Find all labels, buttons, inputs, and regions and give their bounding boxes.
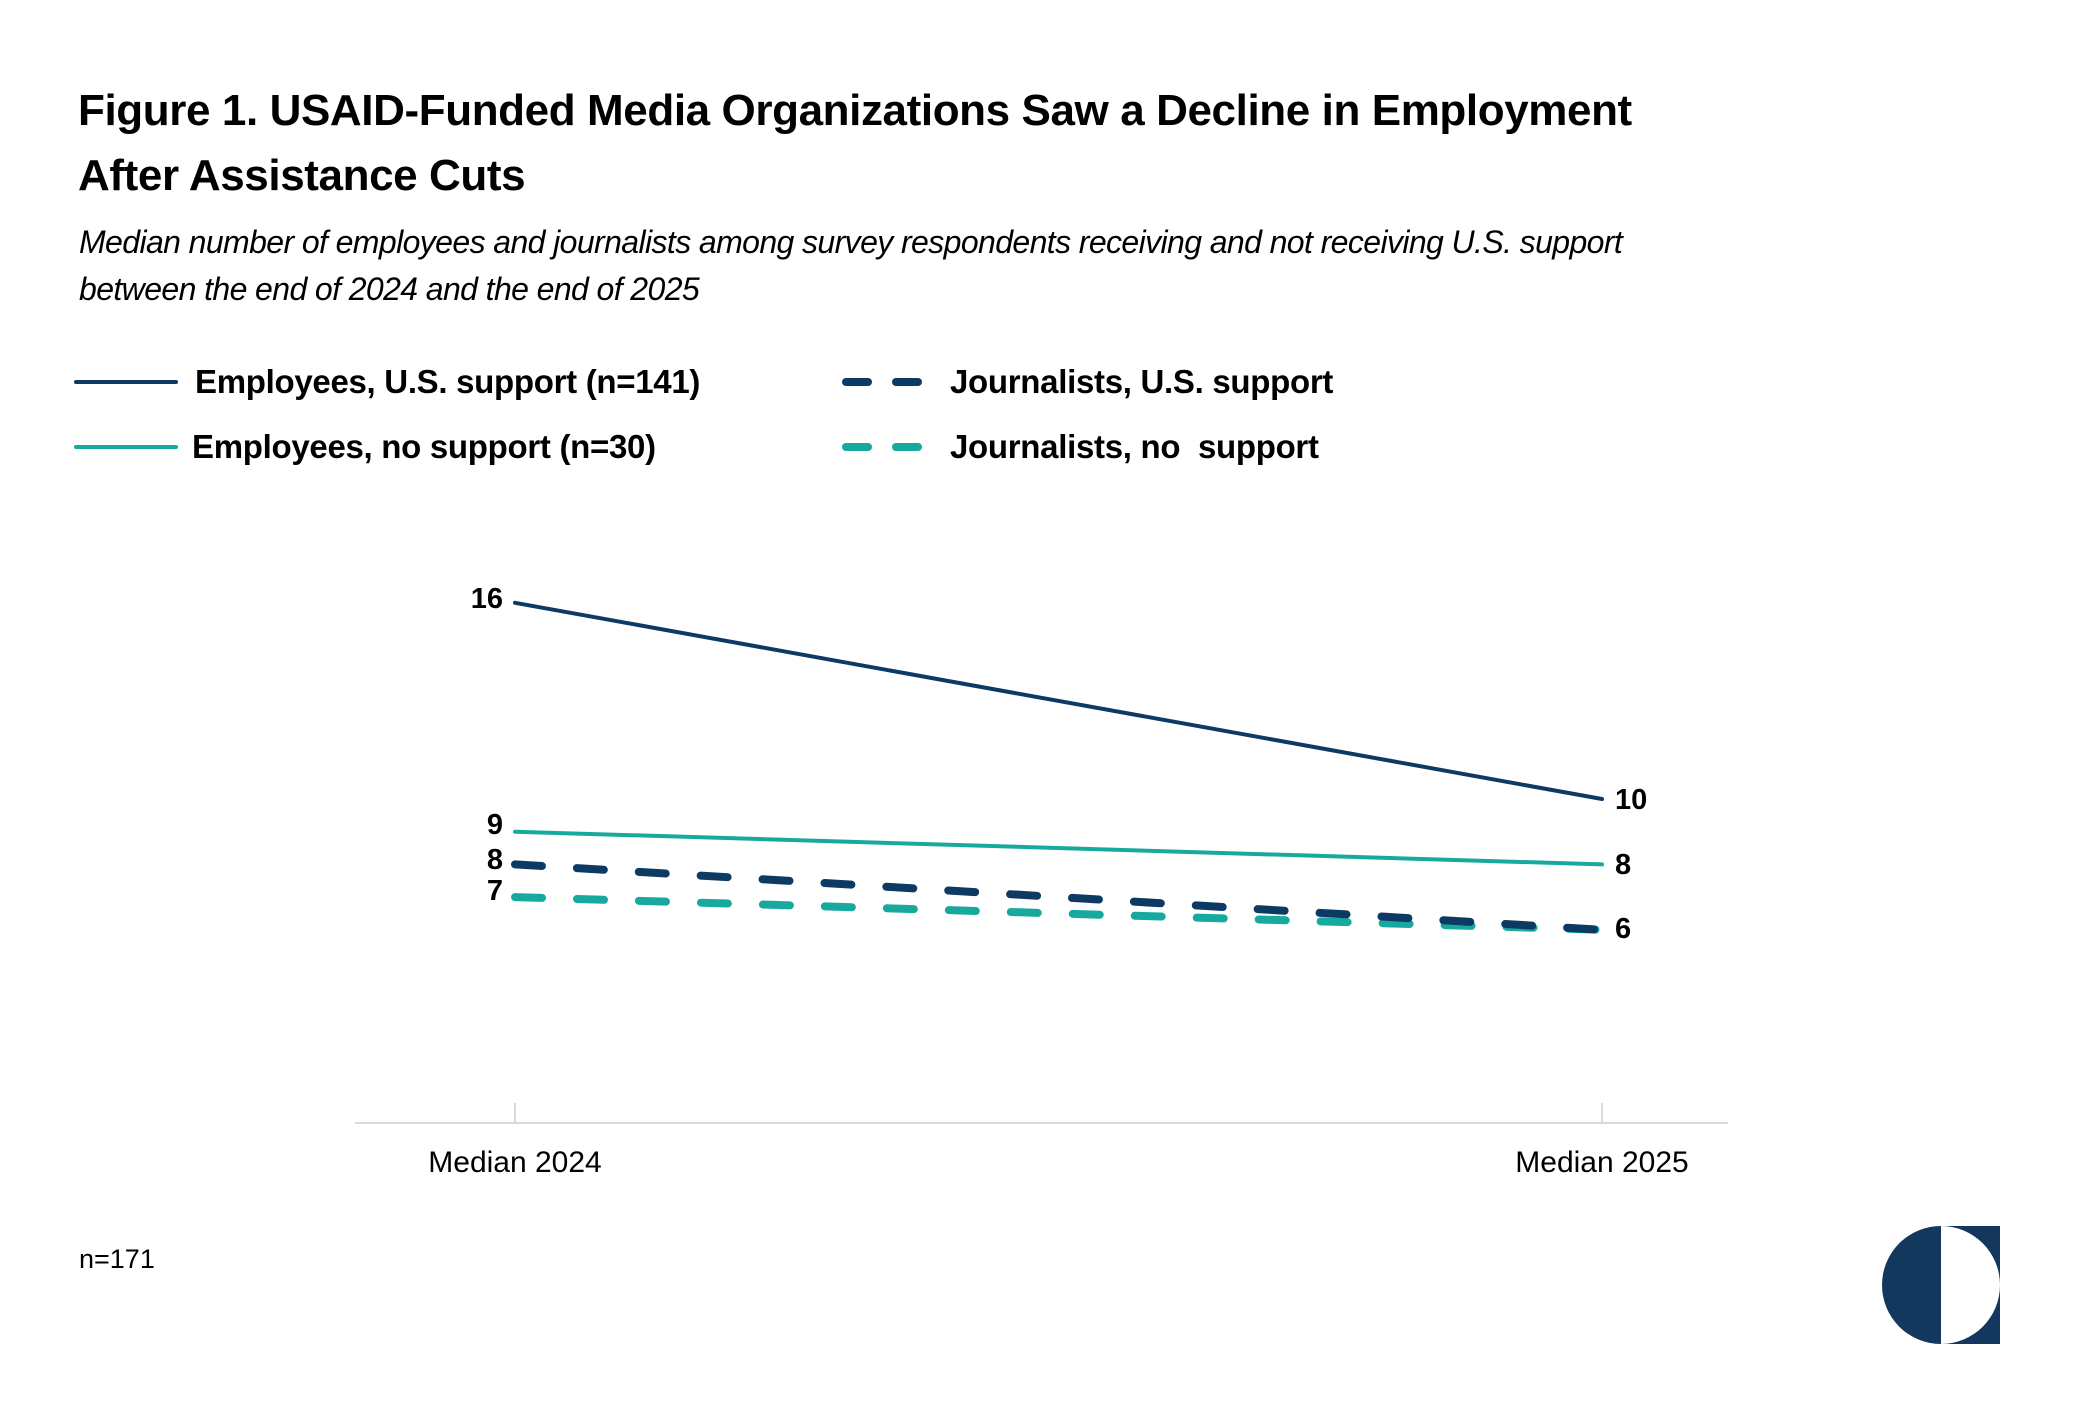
chart-subtitle-line-1: Median number of employees and journalis… — [79, 224, 1623, 260]
legend-label: Employees, no support (n=30) — [192, 428, 656, 465]
series-line-employees-no-support-n-30 — [513, 829, 1604, 867]
legend-item-journalists-no-support: Journalists, no support — [842, 423, 1319, 471]
data-label-2024: 9 — [487, 809, 503, 841]
legend-item-employees-us-support: Employees, U.S. support (n=141) — [74, 358, 700, 406]
legend-swatch-dashed-navy — [842, 378, 922, 386]
series-line-journalists-u-s-support — [511, 860, 1606, 934]
data-label-2024: 7 — [487, 875, 503, 907]
series-layer — [511, 600, 1606, 934]
logo-left-half-circle — [1882, 1226, 1941, 1344]
legend-label: Journalists, no support — [950, 428, 1319, 465]
data-label-2025: 6 — [1615, 913, 1631, 945]
chart-title: Figure 1. USAID-Funded Media Organizatio… — [78, 78, 1978, 208]
x-axis: Median 2024 Median 2025 — [355, 1103, 1728, 1179]
legend-swatch-solid-navy — [74, 380, 178, 384]
data-label-2025: 8 — [1615, 849, 1631, 881]
series-line-journalists-no-support — [511, 893, 1606, 934]
legend-swatch-dashed-teal — [842, 443, 922, 451]
x-tick-label: Median 2025 — [1515, 1146, 1688, 1179]
legend-swatch-solid-teal — [74, 445, 178, 449]
legend-label: Journalists, U.S. support — [950, 363, 1334, 400]
chart-title-line-1: Figure 1. USAID-Funded Media Organizatio… — [78, 86, 1632, 135]
sample-size-note: n=171 — [79, 1244, 155, 1274]
legend-item-employees-no-support: Employees, no support (n=30) — [74, 423, 656, 471]
chart-subtitle: Median number of employees and journalis… — [79, 219, 2029, 313]
data-label-2024: 16 — [471, 583, 503, 615]
legend-item-journalists-us-support: Journalists, U.S. support — [842, 358, 1333, 406]
legend-label: Employees, U.S. support (n=141) — [195, 363, 701, 400]
chart-title-line-2: After Assistance Cuts — [78, 151, 526, 200]
x-tick-label: Median 2024 — [428, 1146, 601, 1179]
data-label-2024: 8 — [487, 844, 503, 876]
half-circle-logo-icon — [1882, 1226, 2000, 1344]
chart-subtitle-line-2: between the end of 2024 and the end of 2… — [79, 271, 700, 307]
data-label-2025: 10 — [1615, 784, 1647, 816]
series-line-employees-u-s-support-n-141 — [513, 600, 1604, 801]
logo-right-cutout-square — [1941, 1226, 2000, 1344]
